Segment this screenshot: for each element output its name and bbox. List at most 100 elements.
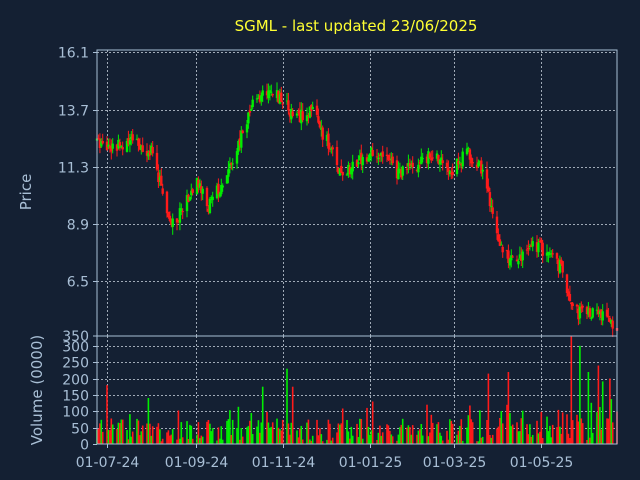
volume-bar xyxy=(389,430,391,444)
volume-bar xyxy=(166,432,168,444)
volume-bar xyxy=(506,404,508,444)
volume-bar xyxy=(386,424,388,444)
volume-bar xyxy=(119,423,121,444)
volume-bar xyxy=(517,431,520,444)
candle-body xyxy=(390,158,393,160)
candle-body xyxy=(181,211,184,213)
volume-bar xyxy=(241,436,244,444)
volume-bar xyxy=(261,386,264,444)
candle-body xyxy=(481,169,484,172)
x-tick-label: 01-05-25 xyxy=(510,455,574,471)
volume-bar xyxy=(607,418,610,444)
volume-bar xyxy=(409,427,411,444)
candle-body xyxy=(428,153,432,158)
candle-body xyxy=(560,259,563,264)
volume-bar xyxy=(559,426,561,444)
volume-bar xyxy=(557,409,560,444)
volume-bar xyxy=(357,437,360,444)
volume-bar xyxy=(151,426,154,444)
candle-body xyxy=(468,149,472,160)
candle-body xyxy=(498,239,502,246)
candle-body xyxy=(301,111,304,121)
volume-bar xyxy=(331,437,334,444)
candle-body xyxy=(261,90,264,96)
volume-bar xyxy=(351,435,354,444)
volume-bar xyxy=(391,436,394,444)
candle-body xyxy=(175,218,179,223)
candle-body xyxy=(588,308,592,317)
volume-bar xyxy=(537,433,540,444)
volume-bar xyxy=(426,404,428,444)
volume-bar xyxy=(566,414,568,444)
volume-bar xyxy=(509,413,511,444)
volume-bar xyxy=(436,424,438,444)
candle-body xyxy=(367,158,370,162)
volume-bar xyxy=(149,423,151,444)
candle-body xyxy=(528,246,532,248)
candle-body xyxy=(515,259,519,262)
candle-body xyxy=(140,145,143,151)
candle-body xyxy=(135,138,139,140)
volume-bar xyxy=(460,419,463,444)
x-tick-label: 01-07-24 xyxy=(76,455,140,471)
volume-bar xyxy=(291,386,294,444)
candle-body xyxy=(495,216,499,234)
candle-body xyxy=(545,252,549,256)
volume-bar xyxy=(99,423,101,444)
candle-body xyxy=(137,138,140,146)
volume-tick-label: 50 xyxy=(71,422,89,438)
volume-bar xyxy=(397,434,400,444)
volume-bar xyxy=(109,430,111,444)
candle-body xyxy=(445,162,449,168)
candle-body xyxy=(548,253,552,255)
volume-bar xyxy=(267,422,270,444)
candle-body xyxy=(251,99,254,107)
candle-body xyxy=(128,140,132,145)
volume-bar xyxy=(307,419,310,444)
volume-bar xyxy=(347,431,350,444)
candle-body xyxy=(465,148,469,155)
volume-bar xyxy=(496,428,498,444)
candle-body xyxy=(151,147,154,154)
volume-bar xyxy=(490,437,493,444)
candle-body xyxy=(257,97,260,99)
volume-bar xyxy=(547,431,550,444)
volume-bar xyxy=(511,424,514,444)
volume-bar xyxy=(401,418,404,444)
candle-body xyxy=(488,192,492,207)
candle-body xyxy=(315,105,319,115)
candle-body xyxy=(480,160,483,174)
candle-body xyxy=(187,194,190,203)
volume-bar xyxy=(591,432,594,444)
volume-bar xyxy=(249,420,251,444)
volume-bar xyxy=(179,438,181,444)
price-tick-label: 16.1 xyxy=(58,46,89,62)
volume-bar xyxy=(606,418,608,444)
candle-body xyxy=(530,244,533,247)
candle-body xyxy=(510,255,513,261)
volume-bar xyxy=(321,441,324,444)
volume-bar xyxy=(346,420,348,444)
volume-bar xyxy=(137,420,140,444)
volume-bar xyxy=(217,427,220,444)
volume-bar xyxy=(229,410,231,444)
volume-bar xyxy=(469,405,471,444)
volume-bar xyxy=(226,420,228,444)
candle-body xyxy=(487,186,490,192)
candle-body xyxy=(197,179,200,188)
candle-body xyxy=(237,141,240,152)
candle-body xyxy=(275,90,279,99)
volume-bar xyxy=(446,430,448,444)
candle-body xyxy=(328,148,332,150)
candle-body xyxy=(605,309,609,317)
candle-body xyxy=(477,162,480,167)
volume-bar xyxy=(486,420,488,444)
volume-bar xyxy=(439,432,441,444)
candle-body xyxy=(107,144,110,148)
candle-body xyxy=(547,251,550,256)
volume-bar xyxy=(419,429,421,444)
candle-body xyxy=(115,144,119,151)
volume-bar xyxy=(97,428,100,444)
candle-body xyxy=(557,259,560,272)
candle-body xyxy=(517,260,520,265)
